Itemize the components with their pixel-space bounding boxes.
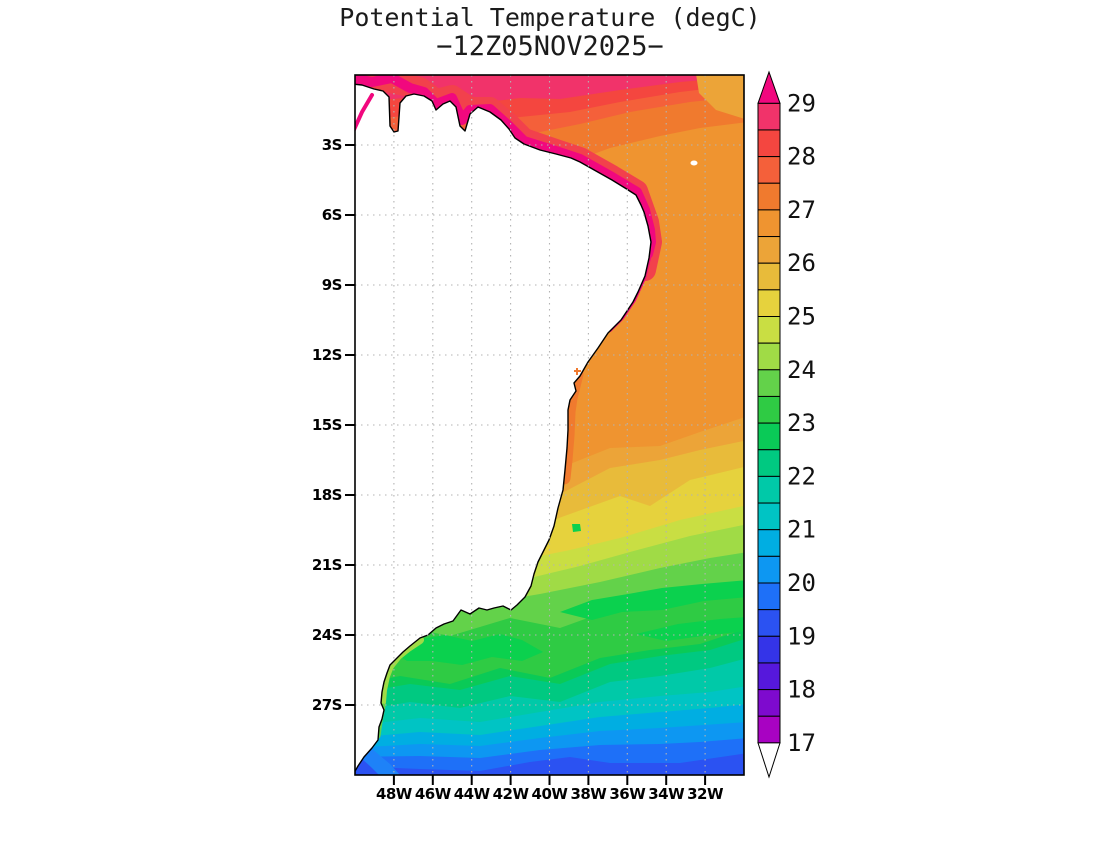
colorbar-label: 28: [787, 143, 816, 171]
station-cross-marker: [574, 368, 581, 375]
temperature-patch: [390, 634, 543, 665]
x-axis-label: 48W: [376, 785, 413, 803]
temperature-band: [355, 753, 744, 775]
colorbar-cell: [757, 422, 781, 451]
plot-title: Potential Temperature (degC): [339, 3, 761, 32]
colorbar-label: 24: [787, 356, 816, 384]
colorbar-cell: [757, 662, 781, 691]
colorbar-cell: [757, 209, 781, 238]
colorbar-cell: [757, 555, 781, 584]
colorbar-cell: [757, 182, 781, 211]
y-axis-label: 12S: [312, 346, 342, 364]
colorbar-cell: [757, 689, 781, 717]
colorbar-label: 21: [787, 516, 816, 544]
colorbar-label: 27: [787, 196, 816, 224]
colorbar-label: 23: [787, 409, 816, 437]
temperature-patch: [636, 617, 744, 641]
colorbar-cell: [757, 449, 781, 477]
temperature-patch: [696, 75, 744, 119]
colorbar-cell: [757, 289, 781, 318]
y-axis-label: 3S: [322, 136, 342, 154]
colorbar-cell: [757, 475, 781, 504]
x-axis-label: 32W: [687, 785, 724, 803]
colorbar-cell: [757, 715, 781, 744]
colorbar-cell: [757, 502, 781, 531]
colorbar-cell: [757, 582, 781, 611]
colorbar-label: 25: [787, 303, 816, 331]
colorbar-cell: [757, 342, 781, 371]
x-axis-label: 38W: [570, 785, 607, 803]
colorbar-label: 29: [787, 89, 816, 117]
colorbar-over-arrow: [757, 70, 781, 104]
x-axis-label: 36W: [609, 785, 646, 803]
x-axis-label: 44W: [454, 785, 491, 803]
colorbar-cell: [757, 529, 781, 557]
temperature-field: [355, 75, 744, 775]
colorbar-cell: [757, 156, 781, 184]
x-axis-label: 40W: [532, 785, 569, 803]
colorbar-cell: [757, 635, 781, 664]
colorbar-label: 19: [787, 622, 816, 650]
colorbar: 29 28 27 26 25 24 23 22 21 20 19 18 17: [757, 70, 816, 779]
y-axis-label: 21S: [312, 556, 342, 574]
colorbar-cell: [757, 102, 781, 131]
island-dot: [690, 160, 698, 166]
plot-subtitle-date: −12Z05NOV2025−: [436, 31, 664, 62]
y-axis-label: 6S: [322, 206, 342, 224]
colorbar-under-arrow: [757, 742, 781, 779]
colorbar-cell: [757, 369, 781, 397]
colorbar-cell: [757, 129, 781, 158]
land-mask-brazil-coastline: [355, 83, 652, 773]
y-axis-label: 24S: [312, 626, 342, 644]
colorbar-label: 20: [787, 569, 816, 597]
colorbar-label: 22: [787, 462, 816, 490]
colorbar-label: 18: [787, 676, 816, 704]
colorbar-cell: [757, 236, 781, 264]
temperature-patch: [560, 580, 744, 620]
colorbar-cell: [757, 262, 781, 291]
colorbar-label: 26: [787, 249, 816, 277]
colorbar-cell: [757, 395, 781, 424]
colorbar-cell: [757, 609, 781, 637]
coastal-temperature-stream: [355, 75, 656, 259]
temperature-patch: [572, 524, 581, 532]
y-axis-label: 15S: [312, 416, 342, 434]
y-axis-label: 18S: [312, 486, 342, 504]
y-axis-label: 9S: [322, 276, 342, 294]
x-axis-label: 46W: [415, 785, 452, 803]
x-axis-label: 34W: [648, 785, 685, 803]
colorbar-label: 17: [787, 729, 816, 757]
colorbar-cell: [757, 316, 781, 344]
y-axis-label: 27S: [312, 696, 342, 714]
x-axis-label: 42W: [493, 785, 530, 803]
